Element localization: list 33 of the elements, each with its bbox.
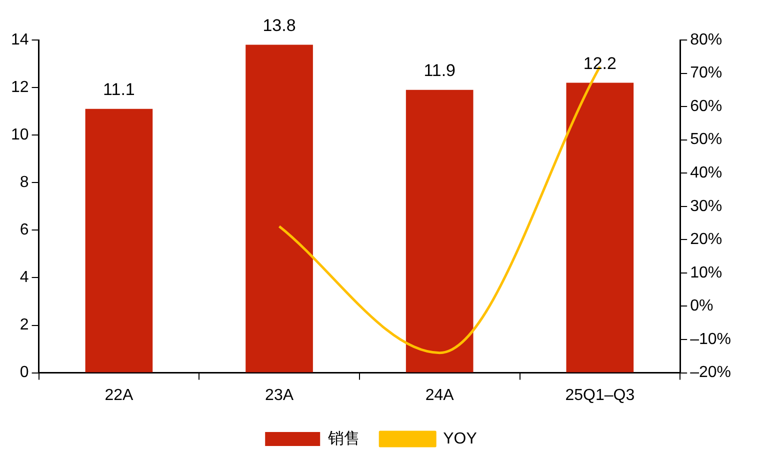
x-tick-label: 25Q1–Q3 xyxy=(565,386,635,404)
y2-tick-label: 70% xyxy=(690,64,722,82)
y2-tick-label: 0% xyxy=(690,298,714,315)
y-tick-label: 0 xyxy=(20,364,29,382)
data-label: 12.2 xyxy=(583,54,616,73)
y2-tick-label: 40% xyxy=(690,164,722,182)
bar xyxy=(85,108,153,372)
y2-tick-label: 10% xyxy=(690,264,722,282)
data-label: 13.8 xyxy=(262,16,296,35)
y-tick-label: 4 xyxy=(20,269,29,286)
y-tick-label: 2 xyxy=(20,316,29,334)
y2-tick-label: –10% xyxy=(690,330,731,348)
y-tick-label: 12 xyxy=(11,78,29,96)
y2-tick-label: –20% xyxy=(690,364,731,382)
data-label: 11.1 xyxy=(103,80,135,100)
y-tick-label: 14 xyxy=(11,31,29,48)
legend-label: YOY xyxy=(443,430,478,448)
data-label: 11.9 xyxy=(424,61,456,80)
bar xyxy=(406,90,474,372)
x-tick-label: 23A xyxy=(265,386,294,404)
y2-tick-label: 20% xyxy=(690,231,722,248)
bar xyxy=(246,44,313,372)
y2-tick-label: 50% xyxy=(690,131,722,148)
y2-tick-label: 80% xyxy=(690,31,722,48)
y-tick-label: 6 xyxy=(20,222,29,239)
y2-tick-label: 30% xyxy=(690,198,722,215)
y-tick-label: 10 xyxy=(11,126,29,144)
bar xyxy=(566,82,634,372)
y2-tick-label: 60% xyxy=(690,98,722,115)
x-tick-label: 22A xyxy=(104,386,134,404)
legend-label: 销售 xyxy=(327,430,360,448)
y-tick-label: 8 xyxy=(20,174,29,192)
x-tick-label: 24A xyxy=(425,386,454,404)
